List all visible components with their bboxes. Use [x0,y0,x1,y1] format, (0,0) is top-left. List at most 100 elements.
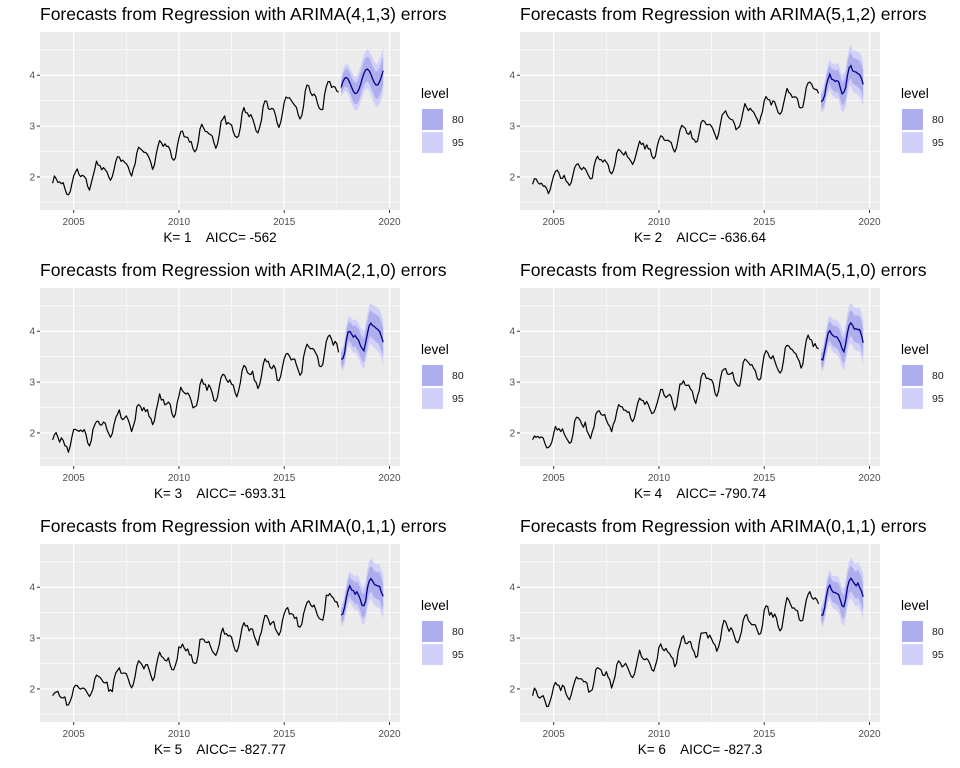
x-tick-label: 2005 [63,473,86,484]
legend-title: level [421,86,449,101]
y-tick-label: 3 [29,378,35,389]
plot-svg: 2005 2010 2015 2020 2 3 4 [509,32,881,228]
forecast-mean [821,577,864,616]
x-axis-label: K= 6 AICC= -827.3 [637,742,763,757]
y-tick-label: 3 [509,122,515,133]
legend-label-80: 80 [932,370,944,382]
legend-label-95: 95 [932,137,944,149]
legend-key-95 [902,388,923,409]
forecast-mean [820,321,864,361]
y-tick-label: 4 [509,71,515,82]
y-tick-label: 4 [509,327,515,338]
x-tick-label: 2020 [378,473,401,484]
panel-background [520,288,880,466]
legend-title: level [901,342,929,357]
legend-key-95 [422,644,443,665]
plot-svg: 2005 2010 2015 2020 2 3 4 [29,544,401,740]
x-axis-label: K= 5 AICC= -827.77 [153,742,287,757]
y-tick-label: 3 [29,122,35,133]
y-tick-label: 2 [509,428,515,439]
x-tick-label: 2005 [543,217,566,228]
y-tick-label: 2 [29,428,35,439]
legend-key-80 [422,109,443,130]
legend-key-80 [902,621,923,642]
x-tick-label: 2015 [273,729,296,740]
y-tick-label: 2 [509,684,515,695]
y-tick-label: 4 [29,583,35,594]
forecast-panel-k1: 2005 2010 2015 2020 2 3 4 Forecasts from Regre… [0,0,480,256]
chart-title: Forecasts from Regression with ARIMA(5,1… [520,260,927,280]
x-tick-label: 2010 [648,217,671,228]
x-axis-label: K= 4 AICC= -790.74 [633,486,767,501]
legend-label-80: 80 [452,370,464,382]
legend-label-95: 95 [452,137,464,149]
x-tick-label: 2005 [63,217,86,228]
chart-title: Forecasts from Regression with ARIMA(0,1… [520,516,927,536]
history-series [52,592,340,706]
legend-key-95 [902,644,923,665]
x-tick-label: 2020 [858,217,881,228]
band-80 [821,52,864,108]
y-tick-label: 2 [29,684,35,695]
x-tick-label: 2005 [543,473,566,484]
x-tick-label: 2010 [168,729,191,740]
y-tick-label: 3 [509,378,515,389]
legend-title: level [901,598,929,613]
y-tick-label: 4 [29,71,35,82]
y-tick-label: 2 [509,172,515,183]
history-series [532,334,819,449]
y-tick-label: 4 [509,583,515,594]
band-80 [341,565,384,622]
x-tick-label: 2020 [858,729,881,740]
history-series [532,81,820,195]
forecast-panel-k2: 2005 2010 2015 2020 2 3 4 Forecasts from Regre… [480,0,960,256]
chart-title: Forecasts from Regression with ARIMA(5,1… [520,4,927,24]
x-axis-label: K= 1 AICC= -562 [163,230,277,245]
legend-label-80: 80 [452,626,464,638]
plot-svg: 2005 2010 2015 2020 2 3 4 [509,544,881,740]
x-tick-label: 2015 [273,217,296,228]
legend-label-80: 80 [452,114,464,126]
legend-key-80 [902,109,923,130]
chart-title: Forecasts from Regression with ARIMA(0,1… [40,516,447,536]
legend-title: level [421,342,449,357]
legend-key-80 [422,365,443,386]
x-tick-label: 2010 [168,217,191,228]
panel-background [520,544,880,722]
y-tick-label: 3 [29,634,35,645]
plot-svg: 2005 2010 2015 2020 2 3 4 [29,32,401,228]
forecast-mean [340,68,384,95]
y-tick-label: 4 [29,327,35,338]
forecast-panel-k4: 2005 2010 2015 2020 2 3 4 Forecasts from Regre… [480,256,960,512]
legend-key-95 [422,388,443,409]
band-80 [341,310,384,367]
history-series [532,590,820,708]
x-tick-label: 2015 [753,729,776,740]
legend-label-95: 95 [932,393,944,405]
forecast-panel-k3: 2005 2010 2015 2020 2 3 4 Forecasts from Regre… [0,256,480,512]
legend-label-95: 95 [452,649,464,661]
chart-title: Forecasts from Regression with ARIMA(2,1… [40,260,447,280]
plot-svg: 2005 2010 2015 2020 2 3 4 [29,288,401,484]
x-tick-label: 2005 [63,729,86,740]
history-series [52,334,340,453]
legend-label-95: 95 [932,649,944,661]
history-series [52,80,339,196]
x-tick-label: 2015 [753,473,776,484]
x-tick-label: 2010 [648,729,671,740]
legend-title: level [421,598,449,613]
legend-label-95: 95 [452,393,464,405]
legend-key-80 [902,365,923,386]
x-tick-label: 2015 [273,473,296,484]
x-tick-label: 2020 [858,473,881,484]
panel-background [40,288,400,466]
chart-title: Forecasts from Regression with ARIMA(4,1… [40,4,447,24]
legend-label-80: 80 [932,626,944,638]
x-tick-label: 2005 [543,729,566,740]
x-axis-label: K= 2 AICC= -636.64 [633,230,767,245]
legend-title: level [901,86,929,101]
legend-label-80: 80 [932,114,944,126]
y-tick-label: 3 [509,634,515,645]
x-tick-label: 2020 [378,729,401,740]
plot-svg: 2005 2010 2015 2020 2 3 4 [509,288,881,484]
